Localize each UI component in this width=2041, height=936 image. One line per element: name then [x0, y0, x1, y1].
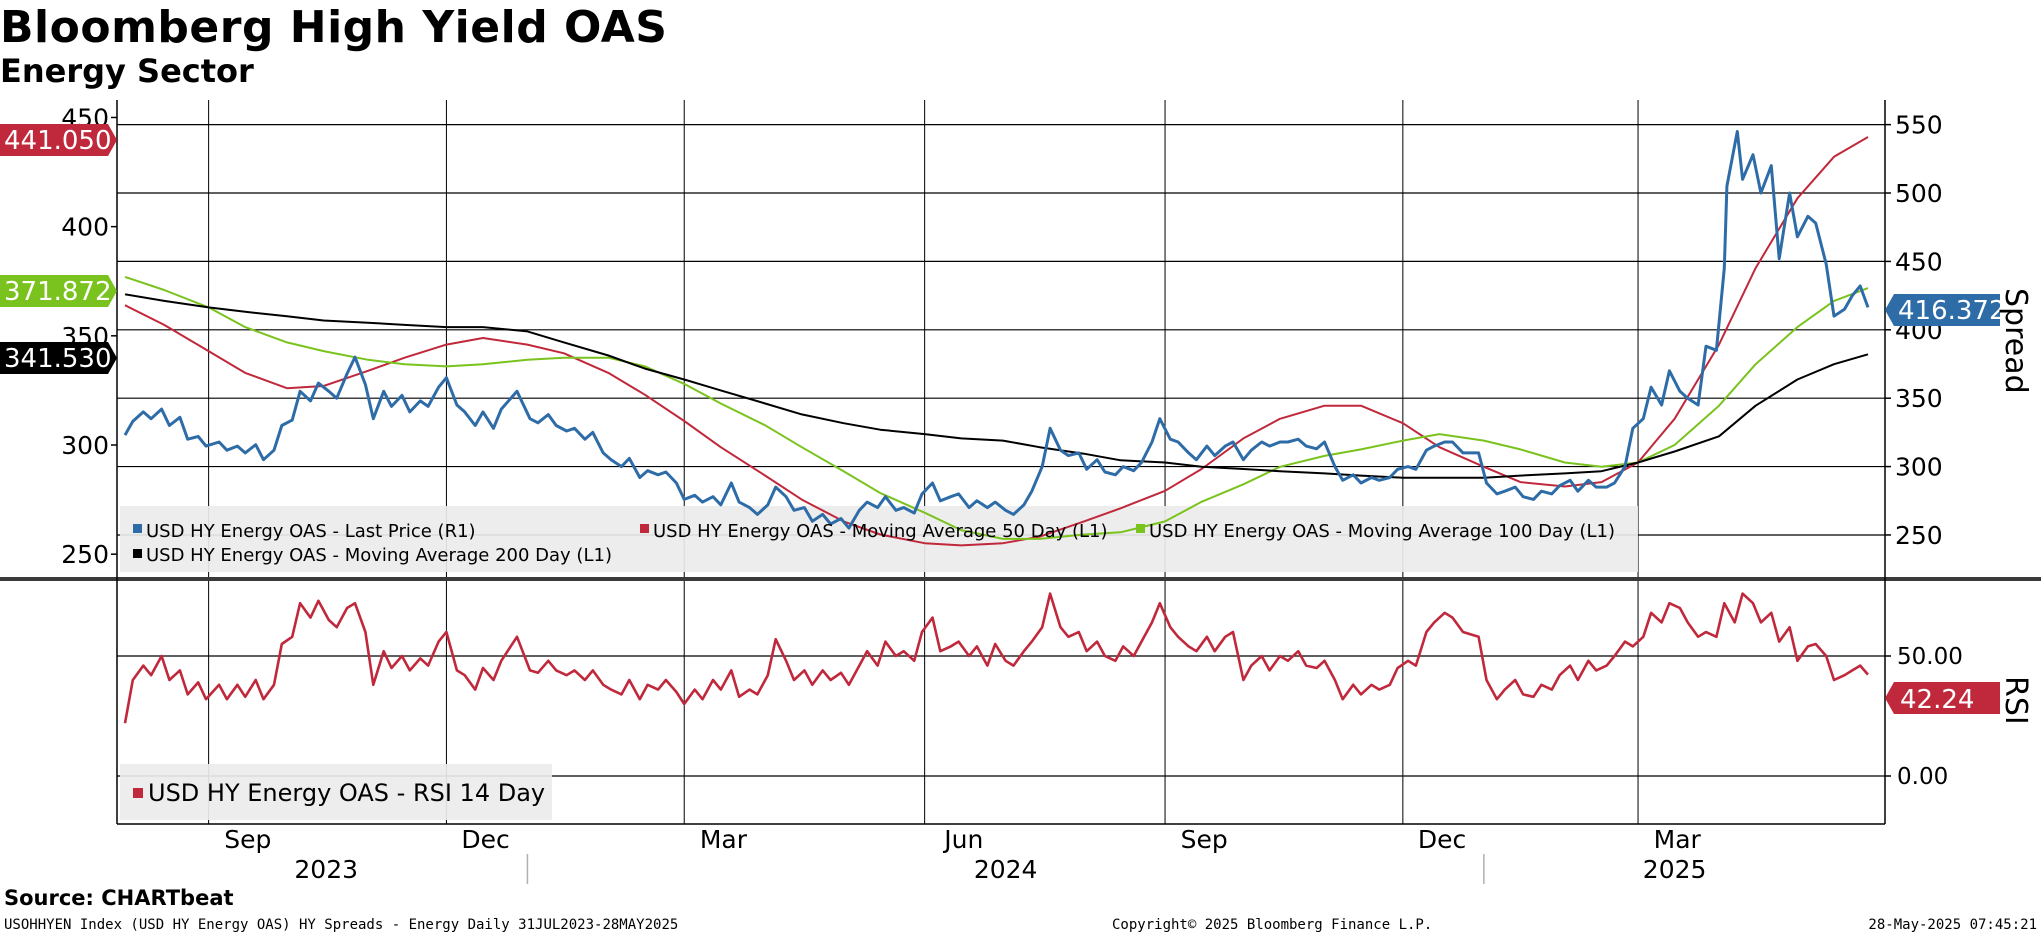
upper-legend: USD HY Energy OAS - Last Price (R1) USD …: [133, 521, 1615, 566]
right-tick-label-500: 500: [1895, 179, 1943, 208]
lower-gridlines: [117, 655, 1885, 777]
lower-legend-box: [120, 764, 552, 820]
tag-last-price-value: 416.372: [1898, 296, 2006, 326]
source-note: Source: CHARTbeat: [4, 886, 234, 910]
series-ma50: [124, 136, 1869, 547]
series-ma100: [124, 275, 1869, 540]
chart-subtitle: Energy Sector: [0, 52, 254, 90]
tag-ma50-shape: [0, 124, 117, 156]
tag-rsi-shape: [1885, 682, 2000, 714]
lower-legend: USD HY Energy OAS - RSI 14 Day: [133, 779, 545, 807]
right-tick-label-300: 300: [1895, 453, 1943, 482]
footer-index-info: USOHHYEN Index (USD HY Energy OAS) HY Sp…: [4, 917, 679, 933]
series-rsi: [123, 592, 1869, 724]
legend-item-rsi: USD HY Energy OAS - RSI 14 Day: [148, 779, 545, 807]
month-label-0: Sep: [224, 825, 271, 854]
tag-last-price-shape: [1885, 294, 2000, 326]
year-label-2025: 2025: [1643, 855, 1707, 884]
right-axis-title-rsi: RSI: [1998, 676, 2033, 725]
legend-item-ma100: USD HY Energy OAS - Moving Average 100 D…: [1149, 521, 1615, 542]
right-tick-label-250: 250: [1895, 521, 1943, 550]
footer-copyright: Copyright© 2025 Bloomberg Finance L.P.: [1112, 917, 1433, 933]
tag-last-price: 416.372: [1885, 294, 2006, 326]
legend-swatch-ma100: [1136, 524, 1145, 533]
legend-item-ma200: USD HY Energy OAS - Moving Average 200 D…: [146, 545, 612, 566]
month-label-3: Jun: [942, 825, 983, 854]
series-last_price: [123, 130, 1870, 530]
left-tick-label-250: 250: [61, 540, 109, 569]
left-tick-label-300: 300: [61, 431, 109, 460]
legend-item-ma50: USD HY Energy OAS - Moving Average 50 Da…: [653, 521, 1108, 542]
tag-ma50: 441.050: [0, 124, 117, 156]
rsi-tick-label-0: 0.00: [1897, 764, 1948, 790]
right-axis-title-spread: Spread: [1998, 288, 2033, 394]
upper-legend-box: [120, 506, 1638, 572]
legend-item-last-price: USD HY Energy OAS - Last Price (R1): [146, 521, 476, 542]
tag-ma50-value: 441.050: [4, 126, 112, 156]
tag-ma100-value: 371.872: [4, 277, 112, 307]
tag-rsi: 42.24: [1885, 682, 2000, 715]
legend-swatch-rsi: [133, 788, 143, 798]
legend-swatch-last-price: [133, 524, 142, 533]
series-ma200: [124, 293, 1869, 479]
month-label-5: Dec: [1418, 825, 1466, 854]
right-tick-label-350: 350: [1895, 384, 1943, 413]
value-tags: 441.050 371.872 341.530 416.372 42.24: [0, 124, 2006, 715]
axis-labels: 2503004004503502503003504004505005500.00…: [61, 103, 1963, 884]
tag-ma200-value: 341.530: [4, 344, 112, 374]
footer-timestamp: 28-May-2025 07:45:21: [1868, 917, 2037, 933]
tag-ma100-shape: [0, 275, 117, 307]
tag-ma200-shape: [0, 342, 117, 374]
right-tick-label-550: 550: [1895, 111, 1943, 140]
month-label-6: Mar: [1654, 825, 1702, 854]
month-label-2: Mar: [700, 825, 748, 854]
year-label-2023: 2023: [294, 855, 358, 884]
year-label-2024: 2024: [974, 855, 1038, 884]
chart-title: Bloomberg High Yield OAS: [0, 2, 668, 53]
month-gridlines: [208, 100, 1639, 824]
legend-swatch-ma50: [640, 524, 649, 533]
month-label-1: Dec: [461, 825, 509, 854]
tag-rsi-value: 42.24: [1900, 685, 1974, 715]
month-label-4: Sep: [1181, 825, 1228, 854]
tag-ma200: 341.530: [0, 342, 117, 374]
right-tick-label-450: 450: [1895, 247, 1943, 276]
rsi-tick-label-1: 50.00: [1897, 644, 1963, 670]
legend-swatch-ma200: [133, 549, 142, 558]
tag-ma100: 371.872: [0, 275, 117, 307]
left-tick-label-400: 400: [61, 213, 109, 242]
series-layer: [123, 130, 1870, 724]
